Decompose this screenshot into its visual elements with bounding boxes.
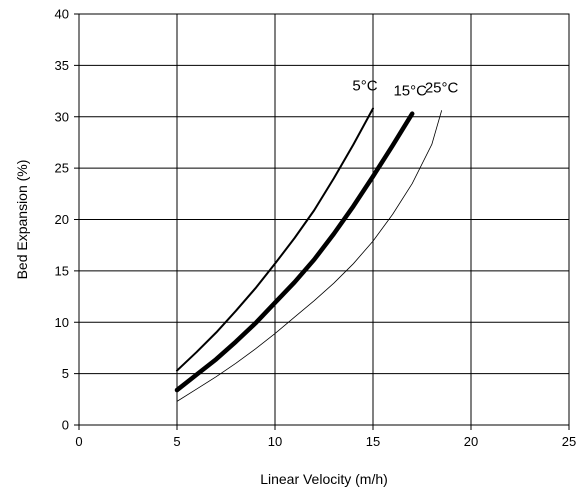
x-tick-label: 10 [268, 434, 282, 449]
series-line [176, 107, 374, 372]
x-tick-label: 25 [562, 434, 576, 449]
y-tick-label: 10 [55, 315, 69, 330]
grid [79, 14, 569, 425]
y-tick-label: 40 [55, 7, 69, 22]
series-line [176, 110, 442, 402]
series-label: 25°C [425, 80, 459, 97]
x-tick-label: 20 [464, 434, 478, 449]
y-tick-label: 25 [55, 161, 69, 176]
series-label: 5°C [352, 78, 377, 95]
x-tick-label: 15 [366, 434, 380, 449]
y-tick-label: 20 [55, 212, 69, 227]
tick-labels: 0 5 10 15 20 25 0 5 10 15 20 25 30 35 40 [55, 7, 577, 450]
series-group: 5°C 15°C25°C [174, 78, 459, 402]
x-axis-label: Linear Velocity (m/h) [260, 471, 388, 487]
x-tick-label: 5 [173, 434, 180, 449]
series-label: 15°C [393, 83, 427, 100]
series-line [174, 111, 415, 393]
y-tick-label: 35 [55, 58, 69, 73]
y-tick-label: 5 [62, 366, 69, 381]
y-tick-label: 30 [55, 109, 69, 124]
y-axis-label: Bed Expansion (%) [14, 160, 30, 280]
x-tick-label: 0 [75, 434, 82, 449]
y-tick-label: 0 [62, 418, 69, 433]
y-tick-label: 15 [55, 263, 69, 278]
plot-frame [78, 13, 570, 426]
